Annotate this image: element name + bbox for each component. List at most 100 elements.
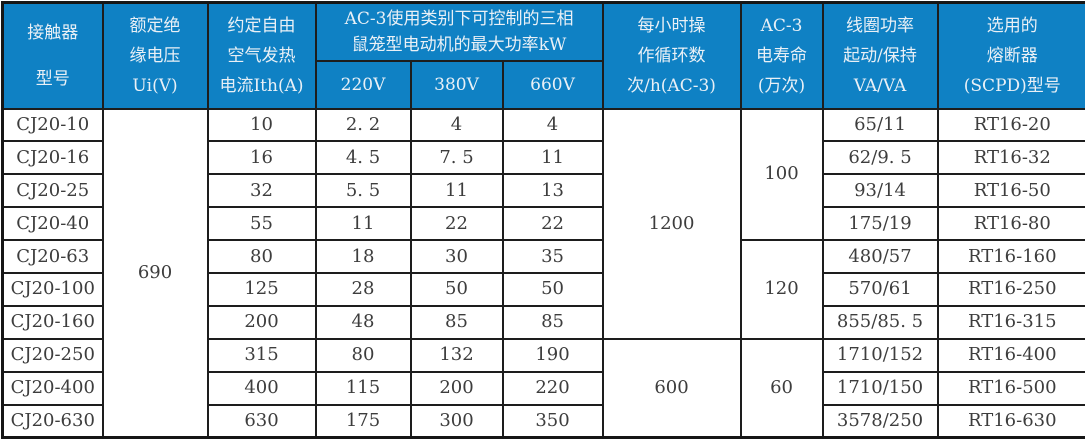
table-row: CJ20-25 32 5. 5 11 13 93/14 RT16-50 — [1, 173, 1085, 209]
power-660v-cell: 11 — [501, 140, 604, 176]
power-380v-cell: 132 — [409, 337, 504, 373]
thermal-current-cell: 10 — [206, 107, 317, 143]
table-row: CJ20-16 16 4. 5 7. 5 11 62/9. 5 RT16-32 — [1, 140, 1085, 176]
model-cell: CJ20-63 — [1, 239, 104, 274]
life-cell: 60 — [739, 337, 824, 439]
power-220v-cell: 115 — [314, 370, 412, 406]
thermal-current-cell: 315 — [206, 337, 317, 373]
header-thermal-current: 约定自由 空气发热 电流Ith(A) — [206, 1, 317, 110]
fuse-cell: RT16-630 — [936, 403, 1085, 439]
power-220v-cell: 18 — [314, 239, 412, 274]
model-cell: CJ20-10 — [1, 107, 104, 143]
power-380v-cell: 30 — [409, 239, 504, 274]
coil-power-cell: 480/57 — [821, 239, 939, 274]
model-cell: CJ20-25 — [1, 173, 104, 209]
table-row: CJ20-250 315 80 132 190 600 60 1710/152 … — [1, 337, 1085, 439]
coil-power-cell: 175/19 — [821, 206, 939, 242]
header-220v: 220V — [314, 59, 412, 110]
fuse-cell: RT16-250 — [936, 271, 1085, 307]
power-660v-cell: 350 — [501, 403, 604, 439]
header-insulation-voltage: 额定绝 缘电压 Ui(V) — [101, 1, 209, 110]
power-220v-cell: 11 — [314, 206, 412, 242]
table-row: CJ20-160 200 48 85 85 855/85. 5 RT16-315 — [1, 304, 1085, 340]
fuse-cell: RT16-315 — [936, 304, 1085, 340]
coil-power-cell: 93/14 — [821, 173, 939, 209]
model-cell: CJ20-40 — [1, 206, 104, 242]
power-380v-cell: 22 — [409, 206, 504, 242]
thermal-current-cell: 200 — [206, 304, 317, 340]
fuse-cell: RT16-160 — [936, 239, 1085, 274]
power-380v-cell: 50 — [409, 271, 504, 307]
table-row: CJ20-40 55 11 22 22 175/19 RT16-80 — [1, 206, 1085, 242]
power-380v-cell: 4 — [409, 107, 504, 143]
power-660v-cell: 35 — [501, 239, 604, 274]
power-380v-cell: 300 — [409, 403, 504, 439]
cycles-cell: 1200 — [601, 107, 742, 340]
header-coil-power: 线圈功率 起动/保持 VA/VA — [821, 1, 939, 110]
power-660v-cell: 190 — [501, 337, 604, 373]
power-660v-cell: 13 — [501, 173, 604, 209]
table-row: CJ20-63 80 18 30 35 120 480/57 RT16-160 — [1, 239, 1085, 340]
coil-power-cell: 1710/150 — [821, 370, 939, 406]
life-cell: 120 — [739, 239, 824, 340]
power-380v-cell: 7. 5 — [409, 140, 504, 176]
coil-power-cell: 570/61 — [821, 271, 939, 307]
fuse-cell: RT16-20 — [936, 107, 1085, 143]
coil-power-cell: 855/85. 5 — [821, 304, 939, 340]
power-660v-cell: 220 — [501, 370, 604, 406]
fuse-cell: RT16-400 — [936, 337, 1085, 373]
insulation-voltage-cell: 690 — [101, 107, 209, 439]
model-cell: CJ20-630 — [1, 403, 104, 439]
coil-power-cell: 62/9. 5 — [821, 140, 939, 176]
power-220v-cell: 2. 2 — [314, 107, 412, 143]
power-220v-cell: 4. 5 — [314, 140, 412, 176]
thermal-current-cell: 55 — [206, 206, 317, 242]
fuse-cell: RT16-32 — [936, 140, 1085, 176]
model-cell: CJ20-100 — [1, 271, 104, 307]
coil-power-cell: 65/11 — [821, 107, 939, 143]
table-row: CJ20-100 125 28 50 50 570/61 RT16-250 — [1, 271, 1085, 307]
table-header: 接触器 型号 额定绝 缘电压 Ui(V) 约定自由 空气发热 电流Ith(A) … — [1, 1, 1085, 110]
power-220v-cell: 5. 5 — [314, 173, 412, 209]
power-660v-cell: 22 — [501, 206, 604, 242]
power-660v-cell: 50 — [501, 271, 604, 307]
power-380v-cell: 85 — [409, 304, 504, 340]
thermal-current-cell: 80 — [206, 239, 317, 274]
power-220v-cell: 28 — [314, 271, 412, 307]
table-row: CJ20-400 400 115 200 220 1710/150 RT16-5… — [1, 370, 1085, 406]
header-electrical-life: AC-3 电寿命 (万次) — [739, 1, 824, 110]
model-cell: CJ20-250 — [1, 337, 104, 373]
table-row: CJ20-630 630 175 300 350 3578/250 RT16-6… — [1, 403, 1085, 439]
fuse-cell: RT16-50 — [936, 173, 1085, 209]
power-220v-cell: 175 — [314, 403, 412, 439]
power-220v-cell: 80 — [314, 337, 412, 373]
header-row-top: 接触器 型号 额定绝 缘电压 Ui(V) 约定自由 空气发热 电流Ith(A) … — [1, 1, 1085, 110]
fuse-cell: RT16-80 — [936, 206, 1085, 242]
cycles-cell: 600 — [601, 337, 742, 439]
life-cell: 100 — [739, 107, 824, 242]
header-cycles-per-hour: 每小时操 作循环数 次/h(AC-3) — [601, 1, 742, 110]
thermal-current-cell: 32 — [206, 173, 317, 209]
power-660v-cell: 4 — [501, 107, 604, 143]
coil-power-cell: 1710/152 — [821, 337, 939, 373]
thermal-current-cell: 16 — [206, 140, 317, 176]
power-380v-cell: 11 — [409, 173, 504, 209]
header-380v: 380V — [409, 59, 504, 110]
fuse-cell: RT16-500 — [936, 370, 1085, 406]
table-body: CJ20-10 690 10 2. 2 4 4 1200 100 65/11 R… — [1, 107, 1085, 439]
header-model: 接触器 型号 — [1, 1, 104, 110]
model-cell: CJ20-160 — [1, 304, 104, 340]
header-ac3-max-power: AC-3使用类别下可控制的三相 鼠笼型电动机的最大功率kW — [314, 1, 604, 62]
thermal-current-cell: 400 — [206, 370, 317, 406]
power-220v-cell: 48 — [314, 304, 412, 340]
power-660v-cell: 85 — [501, 304, 604, 340]
header-fuse-type: 选用的 熔断器 (SCPD)型号 — [936, 1, 1085, 110]
table-row: CJ20-10 690 10 2. 2 4 4 1200 100 65/11 R… — [1, 107, 1085, 439]
thermal-current-cell: 630 — [206, 403, 317, 439]
coil-power-cell: 3578/250 — [821, 403, 939, 439]
thermal-current-cell: 125 — [206, 271, 317, 307]
header-660v: 660V — [501, 59, 604, 110]
model-cell: CJ20-400 — [1, 370, 104, 406]
